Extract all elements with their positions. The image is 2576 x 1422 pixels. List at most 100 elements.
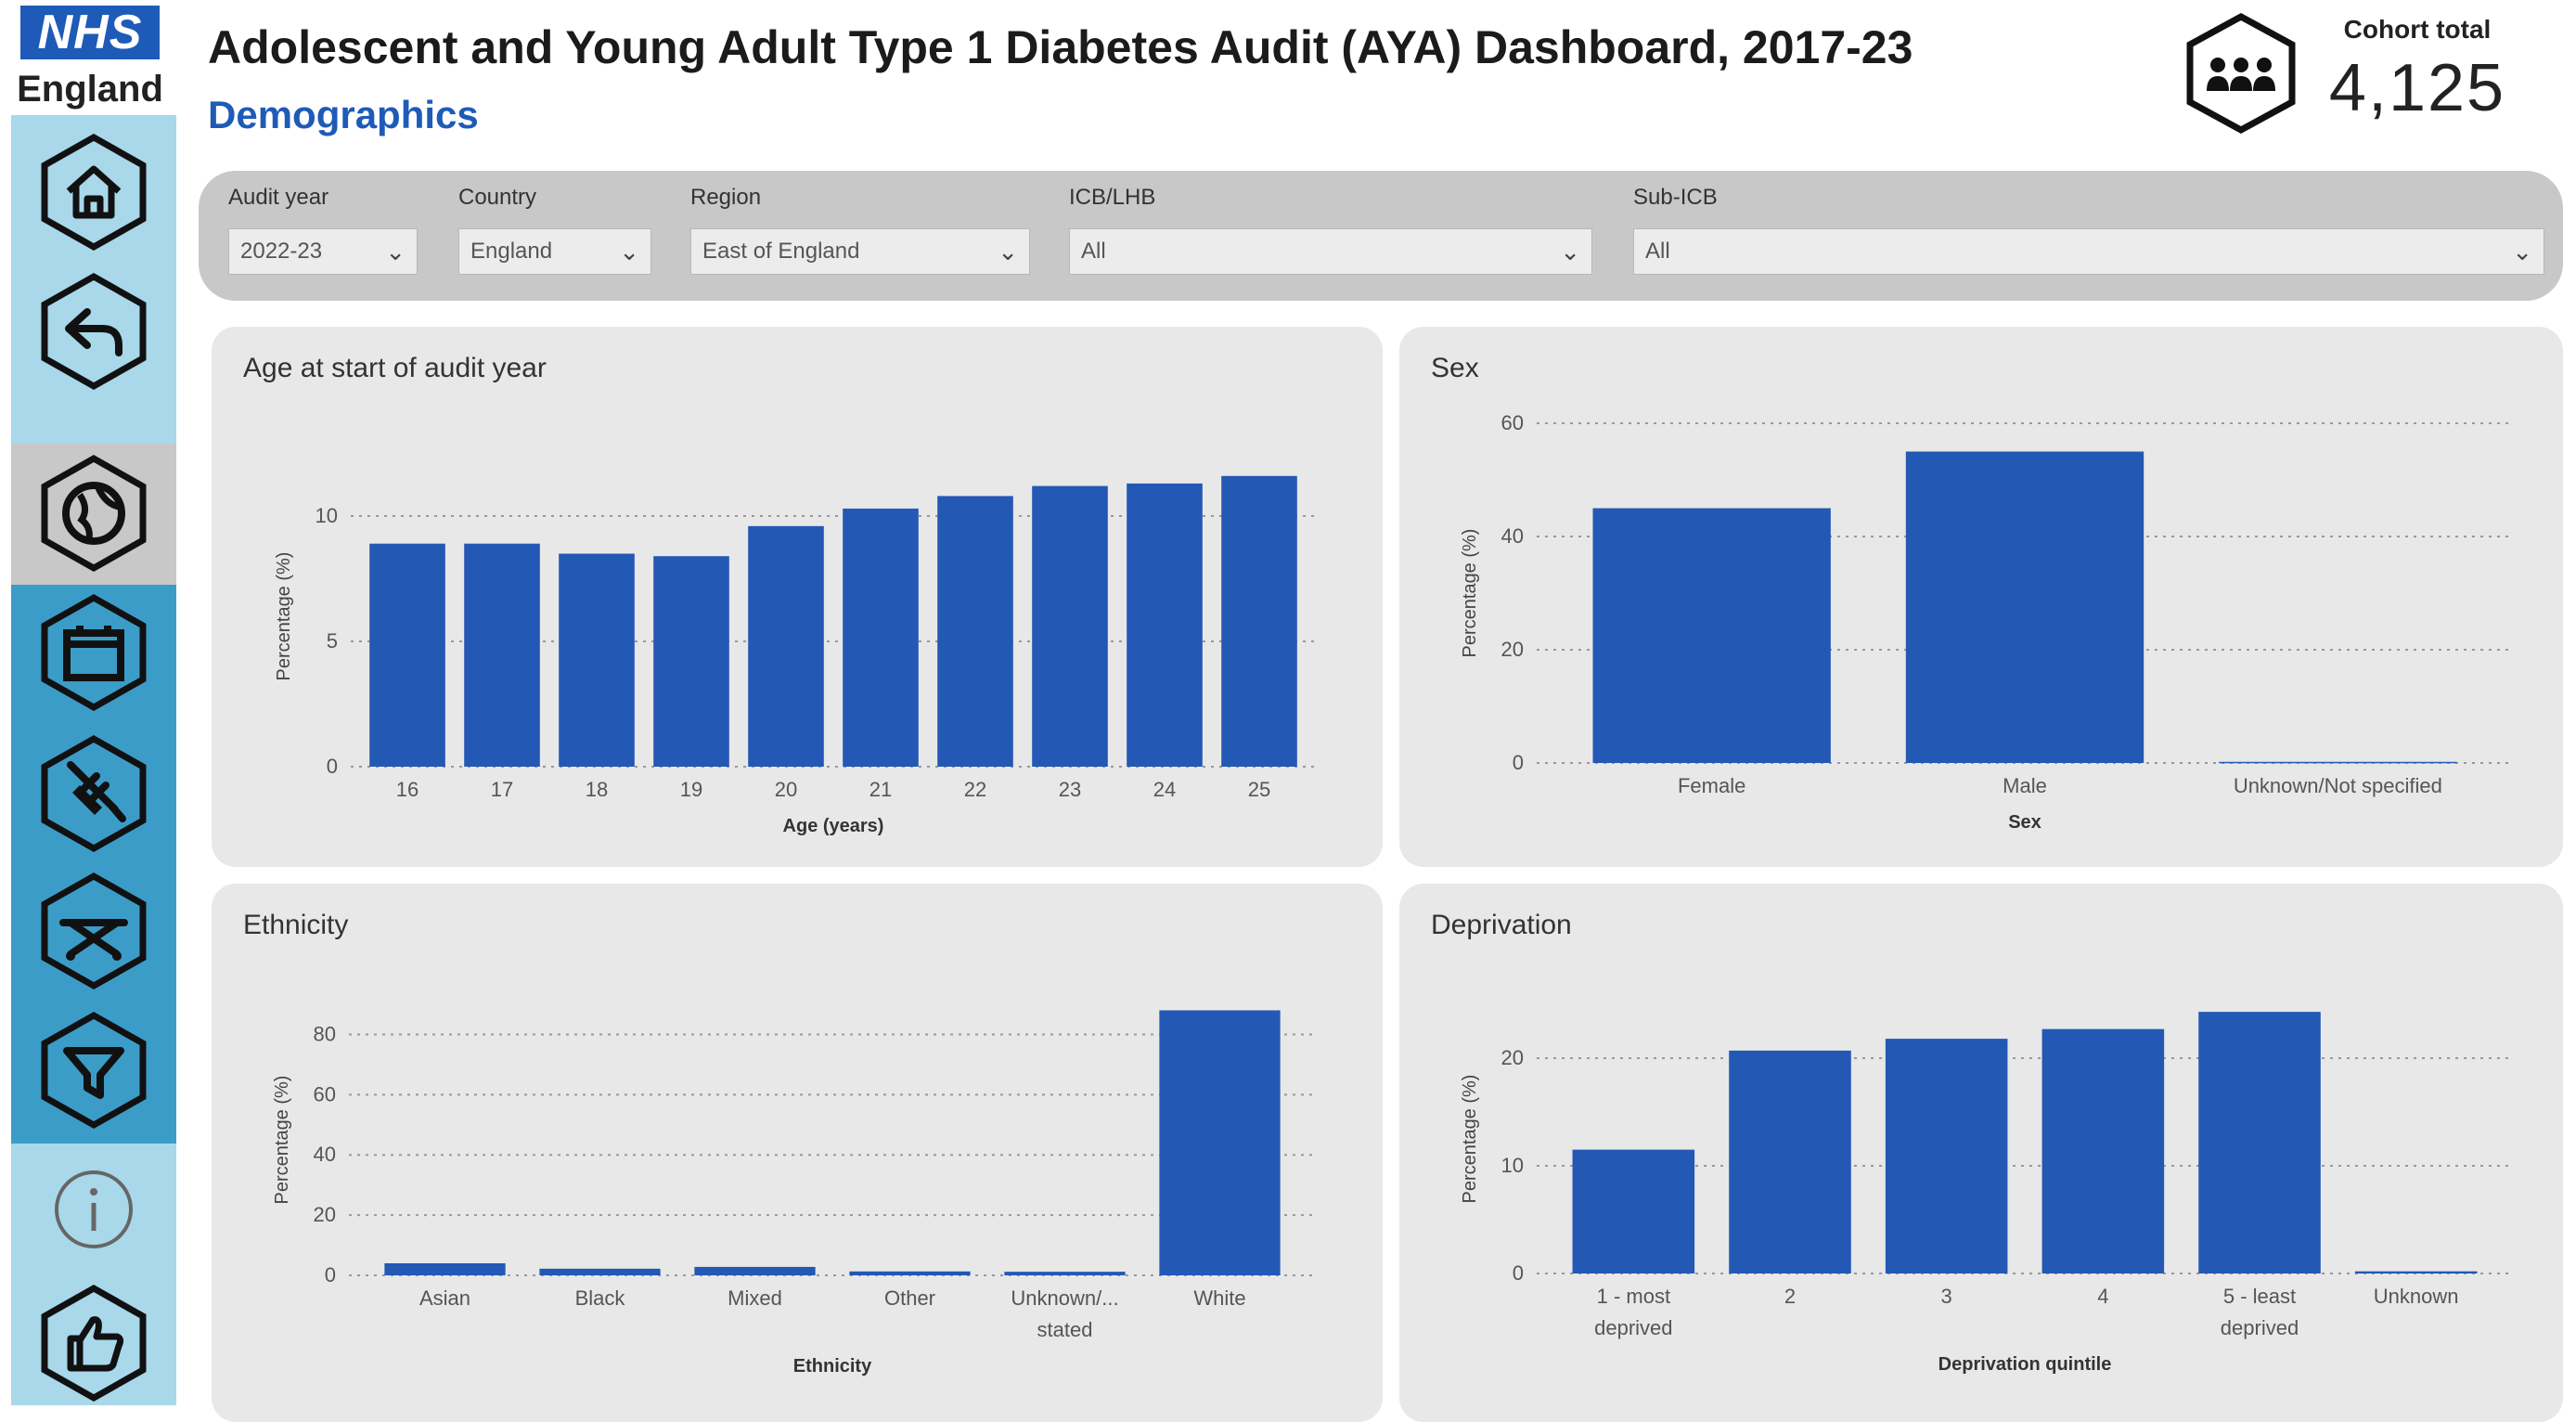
bar-age[interactable] [748,525,824,767]
y-tick-label: 60 [314,1082,336,1105]
country-filter: Country England ⌄ [458,182,651,275]
bar-age[interactable] [937,496,1013,767]
x-tick-label: 22 [964,778,986,801]
bar-age[interactable] [559,553,635,768]
x-axis-label: Age (years) [783,816,884,836]
subicb-dropdown[interactable]: All ⌄ [1633,228,2544,275]
bar-age[interactable] [464,543,540,767]
bar-deprivation[interactable] [2198,1012,2321,1273]
bar-ethnicity[interactable] [1004,1272,1126,1275]
bar-deprivation[interactable] [2354,1271,2478,1273]
x-tick-label: 23 [1059,778,1081,801]
filter-icon[interactable] [33,1010,154,1131]
page-subtitle: Demographics [208,93,479,136]
x-tick-label: 4 [2097,1285,2108,1308]
thumbs-up-icon[interactable] [33,1283,154,1403]
bar-deprivation[interactable] [1885,1039,2008,1273]
x-tick-label: Male [2003,774,2047,797]
y-tick-label: 0 [1513,751,1524,774]
bar-sex[interactable] [1905,451,2145,764]
y-axis-label: Percentage (%) [1460,1075,1480,1204]
x-axis-label: Deprivation quintile [1938,1354,2112,1375]
age-chart-panel: Age at start of audit year 0 5 10 Percentag… [212,327,1383,867]
hospital-bed-icon[interactable] [33,871,154,991]
audit-year-value: 2022-23 [240,239,323,264]
bar-age[interactable] [369,543,445,767]
region-dropdown[interactable]: East of England ⌄ [690,228,1030,275]
icb-label: ICB/LHB [1069,185,1156,210]
calendar-icon[interactable] [33,592,154,713]
x-axis-label: Sex [2008,812,2041,833]
page-title: Adolescent and Young Adult Type 1 Diabet… [208,21,1913,73]
x-tick-label: Mixed [728,1286,782,1310]
x-axis-label: Ethnicity [793,1356,872,1377]
bar-age[interactable] [843,508,919,767]
bar-ethnicity[interactable] [384,1263,506,1275]
home-icon[interactable] [33,132,154,252]
y-tick-label: 80 [314,1022,336,1045]
bar-deprivation[interactable] [1572,1149,1695,1273]
audit-year-dropdown[interactable]: 2022-23 ⌄ [228,228,418,275]
y-axis-label: Percentage (%) [1460,529,1480,658]
bar-age[interactable] [1032,485,1108,767]
region-label: Region [690,185,762,210]
y-tick-label: 60 [1501,411,1524,434]
globe-icon[interactable] [33,453,154,574]
nhs-logo: NHS England [11,6,169,110]
back-arrow-icon[interactable] [33,271,154,392]
subicb-value: All [1645,239,1670,264]
nhs-badge: NHS [20,6,160,59]
region-value: East of England [702,239,860,264]
y-tick-label: 20 [1501,1046,1524,1069]
x-tick-label: Unknown/... [1011,1286,1118,1310]
x-tick-label: 5 - least [2223,1285,2296,1308]
y-axis-label: Percentage (%) [274,552,294,681]
country-value: England [470,239,553,264]
icb-value: All [1081,239,1106,264]
bar-ethnicity[interactable] [849,1271,971,1275]
x-tick-label: stated [1037,1318,1093,1341]
y-tick-label: 10 [316,504,338,527]
nav-band-bottom [11,1144,176,1405]
y-tick-label: 40 [314,1143,336,1166]
chevron-down-icon: ⌄ [2512,238,2532,265]
x-tick-label: 1 - most [1597,1285,1670,1308]
x-tick-label: 17 [491,778,513,801]
y-tick-label: 5 [327,629,338,653]
bar-ethnicity[interactable] [694,1266,816,1275]
y-tick-label: 10 [1501,1154,1524,1177]
bar-ethnicity[interactable] [539,1268,661,1275]
subicb-filter: Sub-ICB All ⌄ [1633,182,2544,275]
y-tick-label: 20 [314,1203,336,1226]
x-tick-label: Black [575,1286,626,1310]
bar-deprivation[interactable] [1729,1050,1851,1273]
subicb-label: Sub-ICB [1633,185,1718,210]
x-tick-label: 21 [869,778,892,801]
cohort-total-value: 4,125 [2328,51,2506,125]
bar-deprivation[interactable] [2041,1028,2165,1273]
bar-age[interactable] [1127,483,1203,767]
info-icon[interactable] [33,1149,154,1270]
x-tick-label: 19 [680,778,702,801]
country-dropdown[interactable]: England ⌄ [458,228,651,275]
chevron-down-icon: ⌄ [619,238,639,265]
x-tick-label: 18 [586,778,608,801]
icb-dropdown[interactable]: All ⌄ [1069,228,1592,275]
people-group-icon [2181,13,2301,134]
y-tick-label: 0 [1513,1261,1524,1285]
bar-sex[interactable] [1592,508,1831,764]
y-tick-label: 40 [1501,524,1524,548]
x-tick-label: deprived [2221,1316,2299,1339]
x-tick-label: 2 [1784,1285,1796,1308]
deprivation-chart-panel: Deprivation 0 10 20 Percentage (%) 1 - most d… [1399,884,2563,1422]
bar-sex[interactable] [2219,761,2457,764]
x-tick-label: Unknown/Not specified [2234,774,2442,797]
sidebar: NHS England [0,0,176,1405]
sex-chart-panel: Sex 0 20 40 60 Percentage (%) Female Male Unkno… [1399,327,2563,867]
bar-age[interactable] [653,556,729,767]
bar-age[interactable] [1221,475,1297,767]
syringe-icon[interactable] [33,733,154,854]
filter-bar: Audit year 2022-23 ⌄ Country England ⌄ R… [199,171,2563,301]
x-tick-label: White [1193,1286,1245,1310]
bar-ethnicity[interactable] [1159,1010,1281,1275]
